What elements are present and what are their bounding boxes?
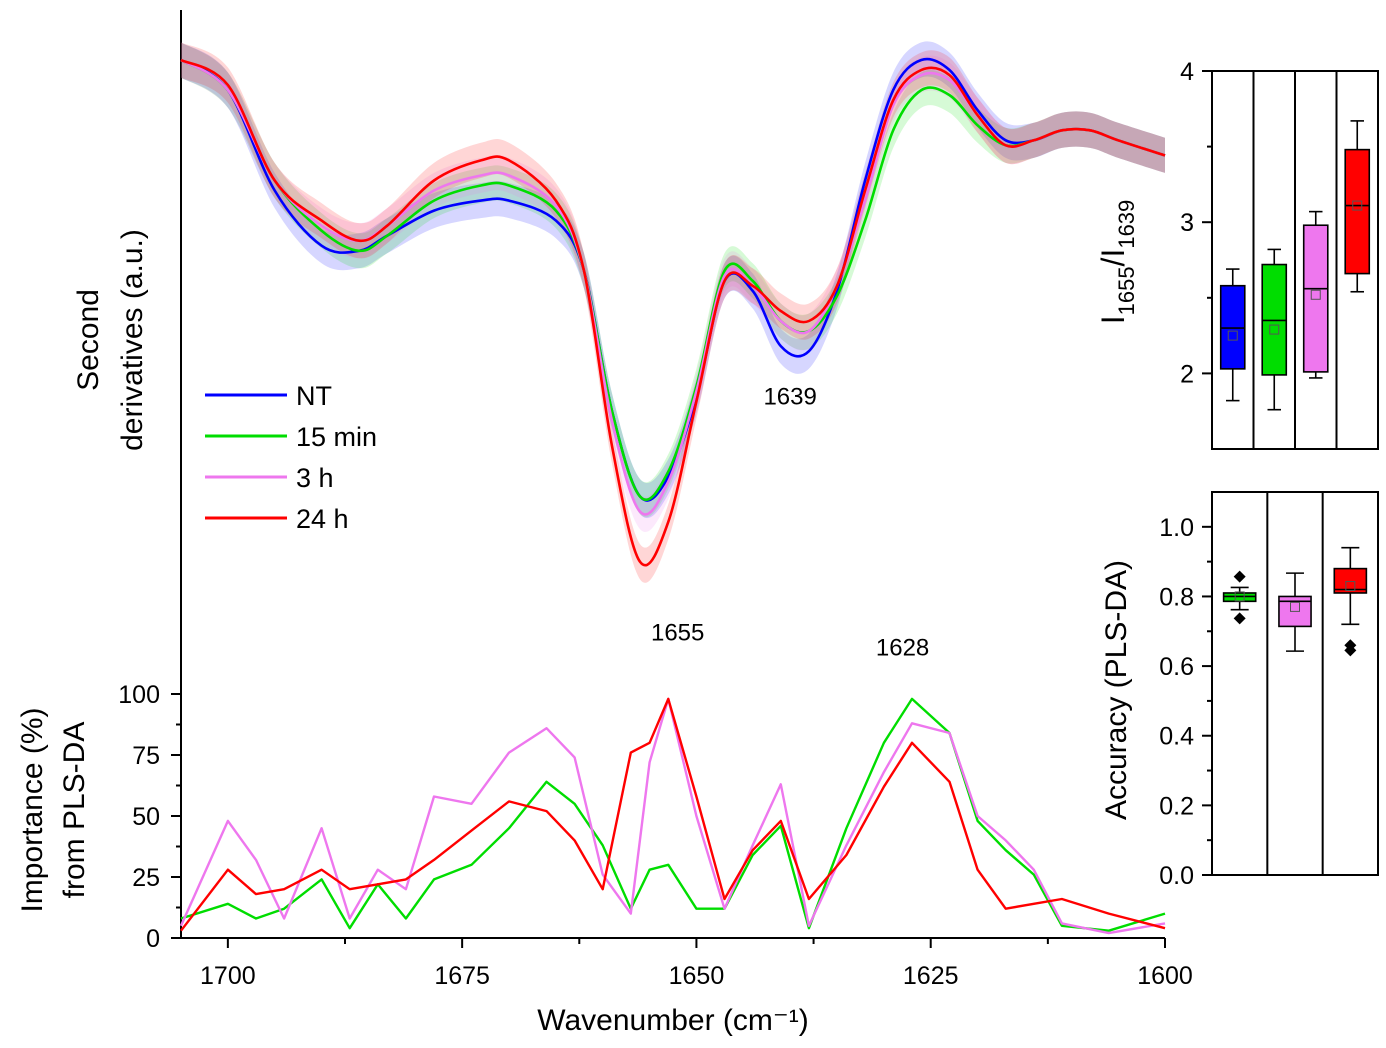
x-ticks: 1700 1675 1650 1625 1600 bbox=[200, 938, 1193, 990]
xtick-label-1650: 1650 bbox=[669, 962, 725, 990]
box-24h bbox=[1344, 148, 1371, 275]
box-ytick-label-1.0: 1.0 bbox=[1159, 514, 1194, 542]
legend: NT 15 min 3 h 24 h bbox=[205, 381, 377, 534]
importance-line-24h bbox=[180, 697, 1166, 932]
ratio-boxes bbox=[1219, 71, 1371, 449]
importance-ylabel-line1: Importance (%) bbox=[16, 707, 49, 912]
x-axis-label: Wavenumber (cm⁻¹) bbox=[537, 1004, 808, 1037]
box-ytick-label-0.6: 0.6 bbox=[1159, 653, 1194, 681]
ratio-ylabel: I1655/I1639 bbox=[1095, 200, 1139, 325]
box-mean-3h bbox=[1290, 601, 1300, 612]
box-ytick-label-4: 4 bbox=[1180, 58, 1194, 86]
box-ytick-label-3: 3 bbox=[1180, 209, 1194, 237]
spectra-ylabel-line1: Second bbox=[72, 289, 105, 391]
spectra-panel: Second derivatives (a.u.) 1655 1639 bbox=[72, 10, 1166, 938]
importance-ytick-label-0: 0 bbox=[146, 925, 160, 953]
ratio-ylabel-main: I bbox=[1095, 315, 1131, 324]
accuracy-y-ticks: 0.0 0.2 0.4 0.6 0.8 1.0 bbox=[1159, 514, 1212, 890]
legend-label-24h: 24 h bbox=[296, 504, 349, 534]
box-mean-24h bbox=[1345, 581, 1356, 592]
importance-panel: 0 25 50 75 100 1700 1675 1650 1625 1600 Wavenumb… bbox=[16, 635, 1193, 1037]
ratio-panel: 2 3 4 I1655/I1639 bbox=[1095, 58, 1379, 450]
box-outlier-15min bbox=[1233, 570, 1246, 583]
spectra-lines bbox=[180, 57, 1166, 567]
spectrum-band-24h bbox=[181, 42, 1165, 583]
accuracy-ylabel: Accuracy (PLS-DA) bbox=[1100, 560, 1133, 820]
box-outlier-15min bbox=[1233, 612, 1246, 625]
importance-ylabel-line2: from PLS-DA bbox=[58, 722, 91, 899]
box-mean-15min bbox=[1269, 324, 1280, 335]
importance-ytick-label-25: 25 bbox=[132, 864, 160, 892]
annotation-1655: 1655 bbox=[651, 619, 704, 646]
box-ytick-label-0.0: 0.0 bbox=[1159, 862, 1194, 890]
legend-label-15min: 15 min bbox=[296, 422, 377, 452]
legend-label-nt: NT bbox=[296, 381, 332, 411]
accuracy-panel: 0.0 0.2 0.4 0.6 0.8 1.0 Accuracy (PLS-DA) bbox=[1100, 491, 1379, 890]
legend-label-3h: 3 h bbox=[296, 463, 334, 493]
importance-ytick-label-75: 75 bbox=[132, 742, 160, 770]
box-3h bbox=[1302, 224, 1329, 373]
box-mean-24h bbox=[1352, 200, 1363, 211]
box-mean-nt bbox=[1227, 330, 1238, 341]
accuracy-frame bbox=[1211, 491, 1379, 876]
importance-y-ticks: 0 25 50 75 100 bbox=[118, 681, 181, 953]
xtick-label-1700: 1700 bbox=[200, 962, 256, 990]
box-mean-3h bbox=[1310, 289, 1321, 300]
ratio-ylabel-sub2: 1639 bbox=[1114, 200, 1139, 249]
ratio-ylabel-slash: /I bbox=[1095, 249, 1131, 267]
importance-line-15min bbox=[180, 697, 1166, 932]
importance-line-3h bbox=[179, 697, 1166, 935]
annotation-1628: 1628 bbox=[876, 635, 929, 662]
ratio-y-ticks: 2 3 4 bbox=[1180, 58, 1212, 388]
spectrum-line-24h bbox=[180, 58, 1166, 567]
box-outlier-24h bbox=[1344, 644, 1357, 657]
box-ytick-label-0.4: 0.4 bbox=[1159, 723, 1194, 751]
box-mean-15min bbox=[1234, 591, 1245, 602]
xtick-label-1675: 1675 bbox=[434, 962, 490, 990]
importance-ytick-label-100: 100 bbox=[118, 681, 160, 709]
spectra-bands bbox=[181, 41, 1165, 583]
annotation-1639: 1639 bbox=[763, 383, 816, 410]
box-ytick-label-0.8: 0.8 bbox=[1159, 583, 1194, 611]
spectra-ylabel-line2: derivatives (a.u.) bbox=[116, 229, 149, 451]
importance-ytick-label-50: 50 bbox=[132, 803, 160, 831]
box-ytick-label-2: 2 bbox=[1180, 360, 1194, 388]
xtick-label-1625: 1625 bbox=[903, 962, 959, 990]
importance-lines bbox=[179, 697, 1166, 935]
box-ytick-label-0.2: 0.2 bbox=[1159, 792, 1194, 820]
xtick-label-1600: 1600 bbox=[1137, 962, 1193, 990]
accuracy-boxes bbox=[1222, 492, 1368, 875]
ratio-ylabel-sub1: 1655 bbox=[1114, 266, 1139, 315]
